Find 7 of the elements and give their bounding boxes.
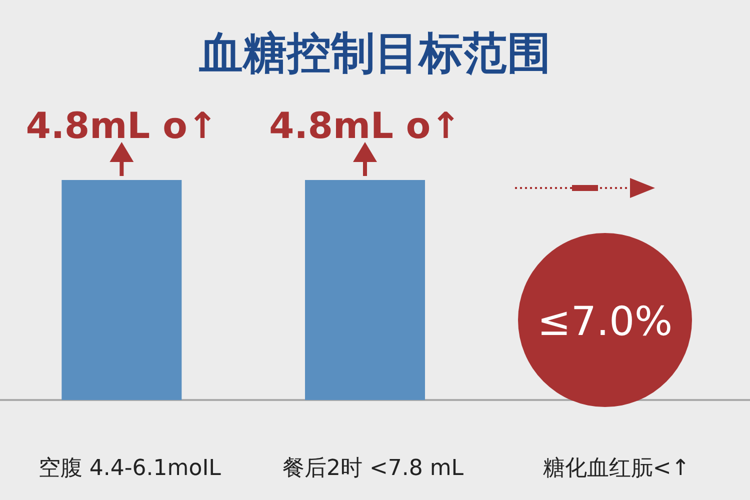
x-tick-label: 餐后2时 <7.8 mL	[282, 456, 464, 481]
data-label: 4.8mL o↑	[26, 106, 218, 147]
x-tick-label: 糖化血红朊<↑	[542, 456, 690, 481]
x-tick-label: 空腹 4.4-6.1moIL	[38, 456, 222, 481]
annotation: ≤7.0%	[537, 299, 673, 345]
data-label: 4.8mL o↑	[269, 106, 461, 147]
chart-title: 血糖控制目标范围	[198, 28, 551, 79]
